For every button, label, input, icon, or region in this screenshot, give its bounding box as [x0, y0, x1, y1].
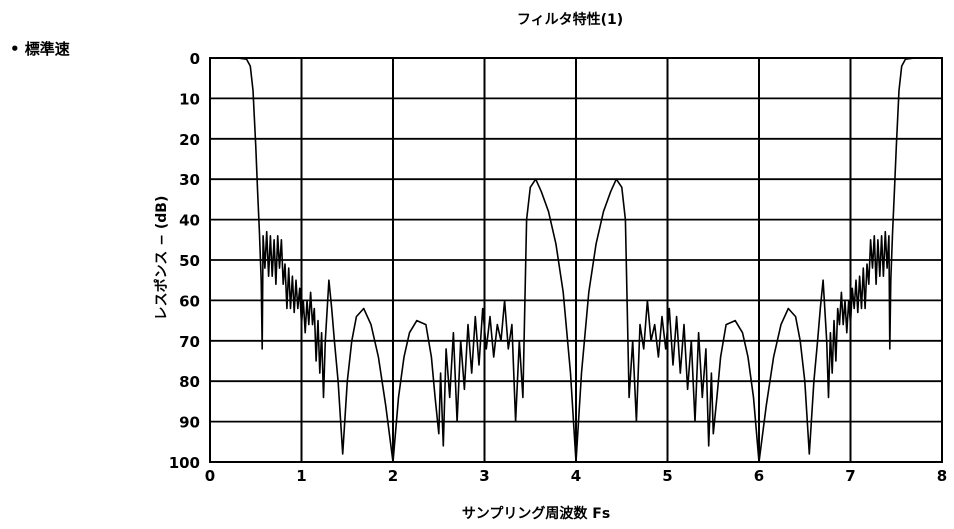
y-tick-label: 0	[190, 50, 200, 68]
x-tick-label: 6	[754, 467, 764, 485]
x-tick-label: 5	[662, 467, 672, 485]
y-tick-label: 80	[179, 373, 200, 391]
y-tick-label: 20	[179, 131, 200, 149]
x-tick-label: 1	[296, 467, 306, 485]
x-axis-label: サンプリング周波数 Fs	[462, 505, 610, 522]
y-tick-label: 70	[179, 333, 200, 351]
y-tick-label: 90	[179, 414, 200, 432]
plot-frame	[209, 57, 943, 463]
chart-title: フィルタ特性(1)	[517, 11, 623, 28]
y-tick-label: 50	[179, 252, 200, 270]
x-tick-label: 0	[205, 467, 215, 485]
y-tick-label: 40	[179, 212, 200, 230]
y-tick-labels: 0 10 20 30 40 50 60 70 80 90 100	[169, 50, 200, 472]
chart-grid	[209, 57, 943, 463]
x-tick-label: 7	[845, 467, 855, 485]
y-tick-label: 100	[169, 454, 200, 472]
y-tick-label: 10	[179, 90, 200, 108]
x-tick-label: 8	[937, 467, 947, 485]
x-tick-labels: 0 1 2 3 4 5 6 7 8	[205, 467, 947, 485]
y-axis-label: レスポンス − (dB)	[153, 196, 170, 321]
x-tick-label: 2	[388, 467, 398, 485]
y-tick-label: 60	[179, 292, 200, 310]
y-tick-label: 30	[179, 171, 200, 189]
x-tick-label: 3	[479, 467, 489, 485]
section-label: • 標準速	[10, 40, 70, 58]
x-tick-label: 4	[571, 467, 581, 485]
